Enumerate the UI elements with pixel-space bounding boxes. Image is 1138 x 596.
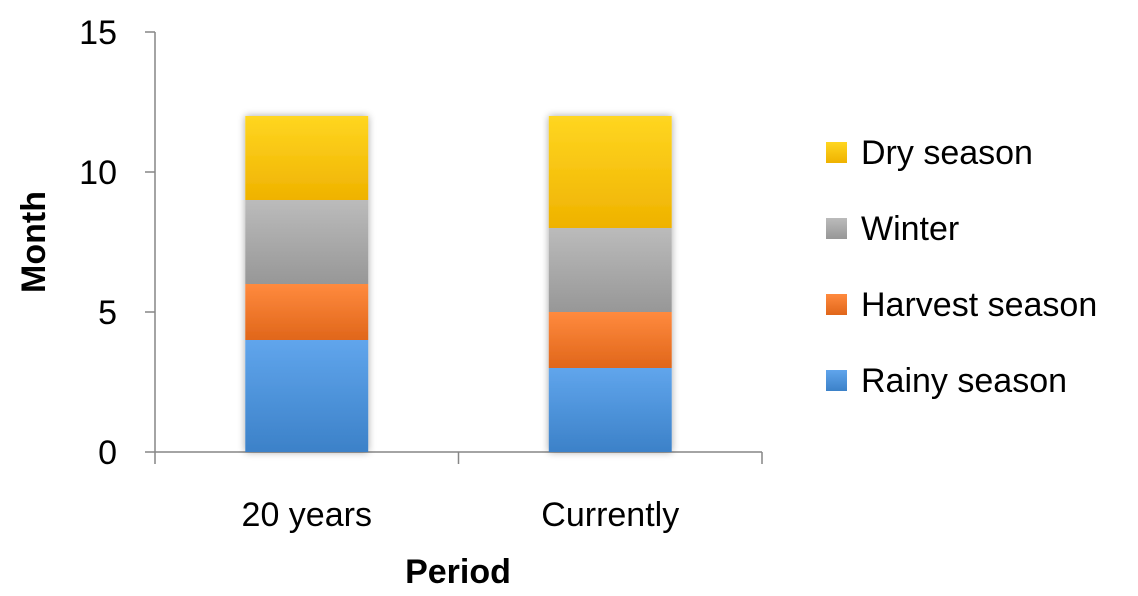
bar-harvest-season-20-years — [245, 284, 369, 340]
bar-rainy-season-20-years — [245, 340, 369, 452]
x-axis-ticks: 20 years Currently — [154, 452, 763, 534]
legend-label: Harvest season — [861, 286, 1097, 324]
legend-label: Rainy season — [861, 362, 1067, 400]
x-tick-label: 20 years — [242, 496, 372, 534]
bar-rainy-season-currently — [548, 368, 672, 452]
y-tick-label: 10 — [79, 154, 117, 192]
bar-winter-currently — [548, 228, 672, 312]
y-tick-label: 15 — [79, 14, 117, 52]
legend-swatch — [826, 218, 847, 239]
legend-swatch — [826, 294, 847, 315]
legend: Dry season Winter Harvest season Rainy seas… — [826, 134, 1097, 400]
legend-item-harvest-season: Harvest season — [826, 286, 1097, 324]
bar-stack-currently — [548, 116, 672, 452]
y-tick-label: 0 — [98, 434, 117, 472]
legend-item-dry-season: Dry season — [826, 134, 1033, 172]
legend-item-rainy-season: Rainy season — [826, 362, 1067, 400]
bars — [245, 116, 672, 452]
y-tick-label: 5 — [98, 294, 117, 332]
x-tick-label: Currently — [541, 496, 679, 534]
y-axis-title: Month — [15, 191, 53, 293]
legend-label: Winter — [861, 210, 959, 248]
bar-dry-season-currently — [548, 116, 672, 228]
legend-swatch — [826, 142, 847, 163]
y-axis-ticks: 0 5 10 15 — [79, 14, 155, 472]
bar-dry-season-20-years — [245, 116, 369, 200]
plot-area: 0 5 10 15 20 years Currently — [79, 14, 763, 534]
legend-label: Dry season — [861, 134, 1033, 172]
bar-winter-20-years — [245, 200, 369, 284]
legend-item-winter: Winter — [826, 210, 959, 248]
legend-swatch — [826, 370, 847, 391]
x-axis-title: Period — [405, 553, 511, 591]
bar-stack-20-years — [245, 116, 369, 452]
bar-harvest-season-currently — [548, 312, 672, 368]
